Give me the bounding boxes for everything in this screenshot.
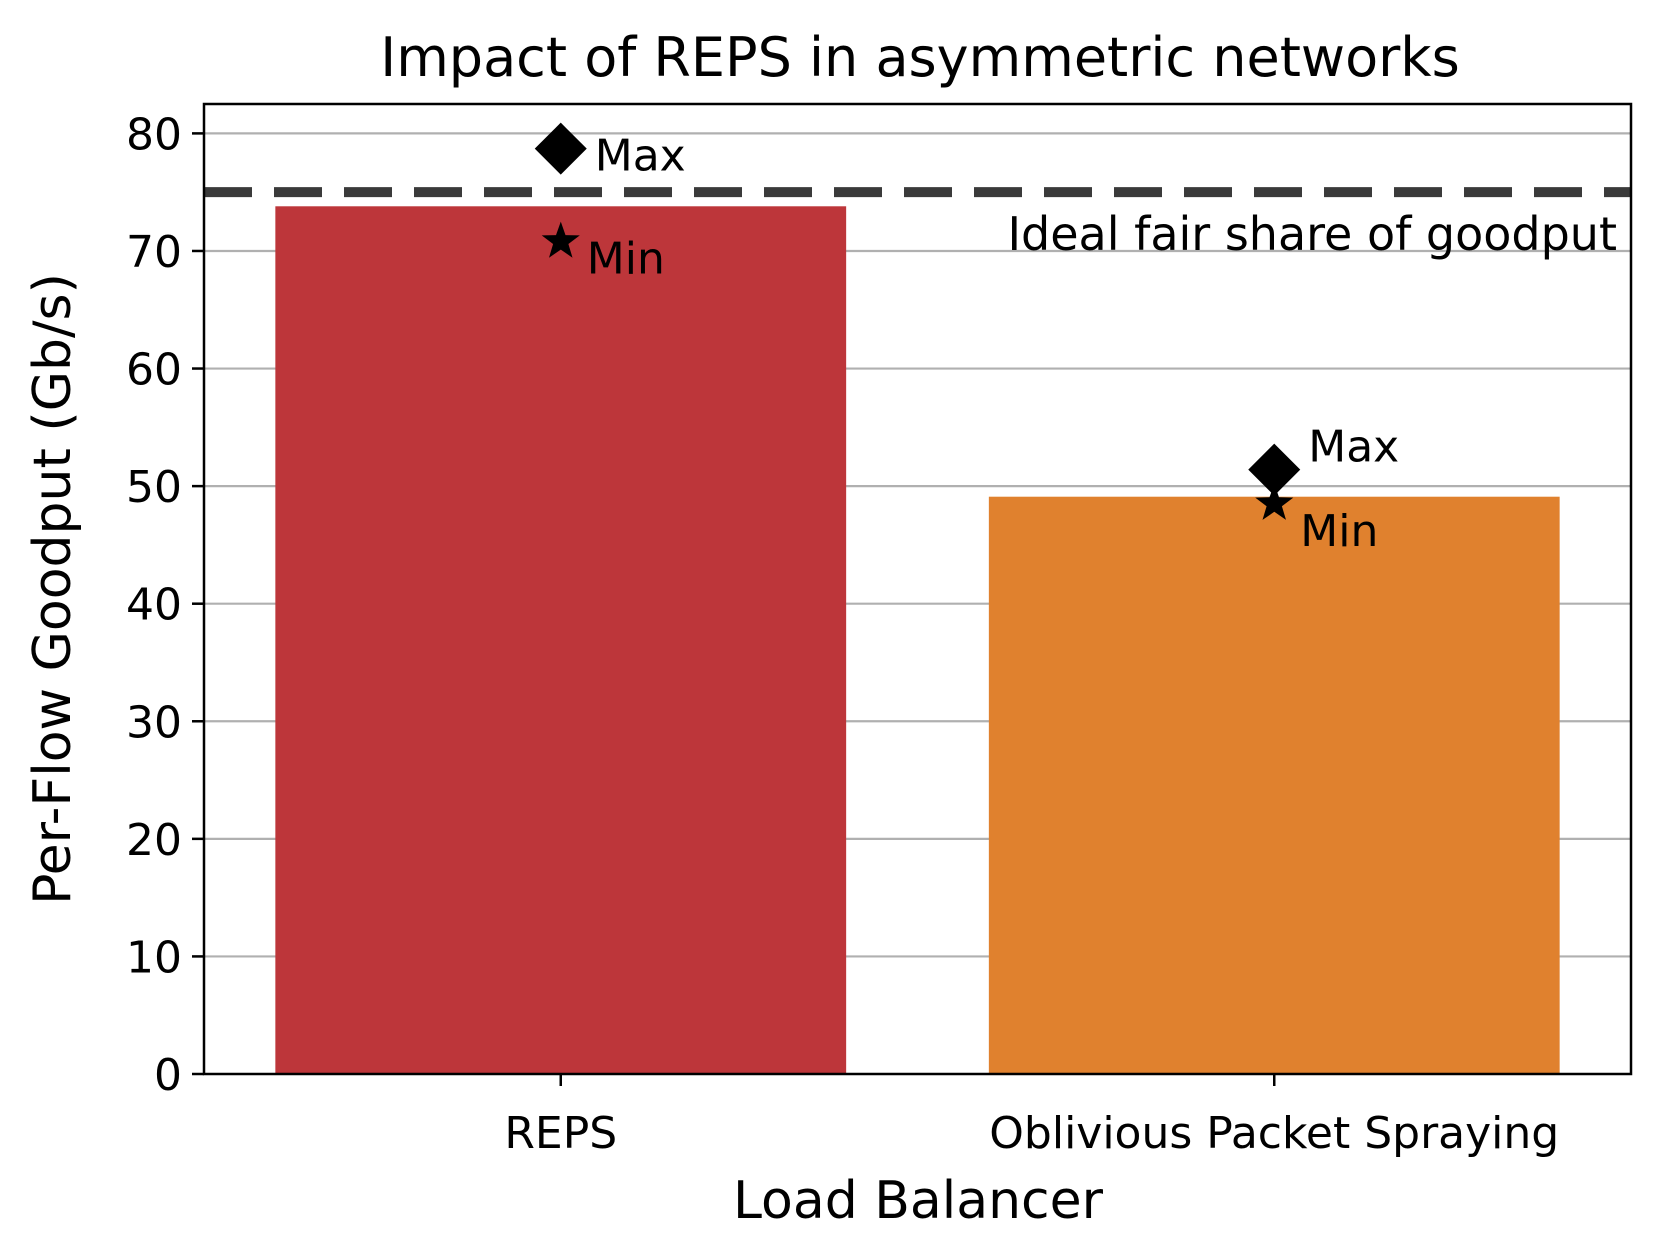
x-axis-ticks: REPS Oblivious Packet Spraying (504, 1074, 1559, 1159)
bars (275, 206, 1560, 1075)
y-tick-label: 40 (126, 580, 182, 631)
y-tick-label: 60 (126, 345, 182, 396)
chart-title: Impact of REPS in asymmetric networks (380, 26, 1459, 89)
y-tick-label: 0 (154, 1050, 182, 1101)
y-tick-label: 70 (126, 227, 182, 278)
x-tick-label: Oblivious Packet Spraying (989, 1108, 1559, 1159)
bar-1 (988, 496, 1560, 1075)
max-diamond-marker-0 (534, 122, 587, 175)
max-label-1: Max (1308, 422, 1399, 473)
min-max-markers: Max Min Max Min (534, 122, 1399, 557)
plot-frame (202, 102, 1633, 1076)
bar-0 (275, 206, 847, 1075)
y-tick-label: 20 (126, 815, 182, 866)
min-star-marker-1 (1255, 483, 1294, 520)
y-tick-label: 80 (126, 109, 182, 160)
max-diamond-marker-1 (1248, 443, 1301, 496)
ideal-fair-share-label: Ideal fair share of goodput (1007, 207, 1617, 261)
x-axis-label: Load Balancer (733, 1171, 1104, 1231)
y-tick-label: 10 (126, 932, 182, 983)
reference-line-group: Ideal fair share of goodput (204, 187, 1631, 261)
min-star-marker-0 (541, 221, 580, 258)
min-label-1: Min (1300, 506, 1378, 557)
max-label-0: Max (595, 131, 686, 182)
y-axis-ticks: 0 10 20 30 40 50 60 70 80 (126, 109, 204, 1101)
y-tick-label: 50 (126, 462, 182, 513)
min-label-0: Min (587, 234, 665, 285)
x-tick-label: REPS (504, 1108, 617, 1159)
y-axis-label: Per-Flow Goodput (Gb/s) (23, 273, 83, 905)
y-tick-label: 30 (126, 697, 182, 748)
